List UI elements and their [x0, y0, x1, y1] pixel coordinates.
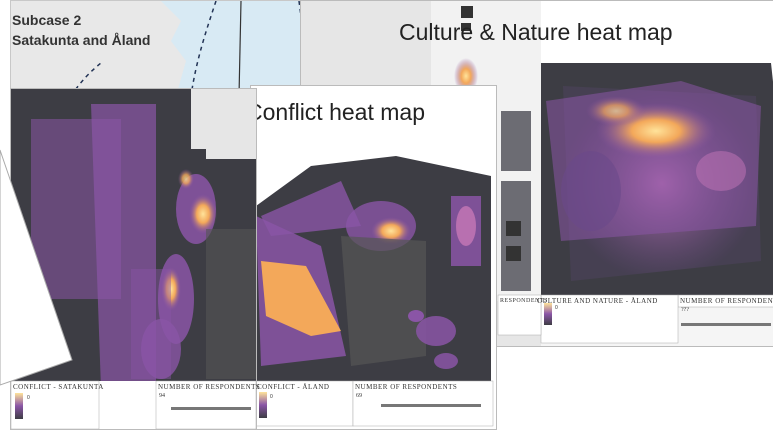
subcase-line-2: Satakunta and Åland: [12, 32, 151, 48]
conflict-satakunta-map: CONFLICT - SATAKUNTA 0 NUMBER OF RESPOND…: [10, 88, 261, 430]
conflict-aland-legend-label: CONFLICT - ÅLAND: [257, 383, 330, 391]
conflict-satakunta-respondents-value: 94: [159, 393, 165, 399]
culture-nature-map-title: Culture & Nature heat map: [399, 19, 673, 45]
background-map: [10, 0, 312, 97]
callout-wedge: [0, 149, 73, 386]
conflict-satakunta-heatmap-graphic: [10, 89, 257, 430]
respondents-label-small: RESPONDENTS: [500, 298, 548, 304]
conflict-satakunta-respondents-label: NUMBER OF RESPONDENTS: [158, 383, 261, 391]
culture-nature-respondents-label: NUMBER OF RESPONDENTS: [680, 297, 773, 305]
subcase-line-1: Subcase 2: [12, 12, 82, 28]
subcase-title: Subcase 2 Satakunta and Åland: [12, 10, 150, 50]
conflict-satakunta-ramp-value: 0: [27, 395, 30, 401]
conflict-aland-ramp-value: 0: [270, 394, 273, 400]
conflict-aland-map: Conflict heat map CONFLICT - ÅLAND 0 NUM…: [246, 85, 497, 430]
conflict-satakunta-legend-label: CONFLICT - SATAKUNTA: [13, 383, 104, 391]
conflict-aland-respondents-label: NUMBER OF RESPONDENTS: [355, 383, 458, 391]
conflict-aland-map-title: Conflict heat map: [246, 99, 425, 125]
conflict-aland-respondents-value: 69: [356, 393, 362, 399]
conflict-aland-heatmap-graphic: [251, 86, 496, 429]
culture-nature-legend-label: CULTURE AND NATURE - ÅLAND: [537, 297, 658, 305]
culture-nature-respondents-value: ???: [681, 307, 689, 313]
background-map-graphic: [70, 0, 312, 97]
culture-nature-ramp-value: 0: [555, 305, 558, 311]
